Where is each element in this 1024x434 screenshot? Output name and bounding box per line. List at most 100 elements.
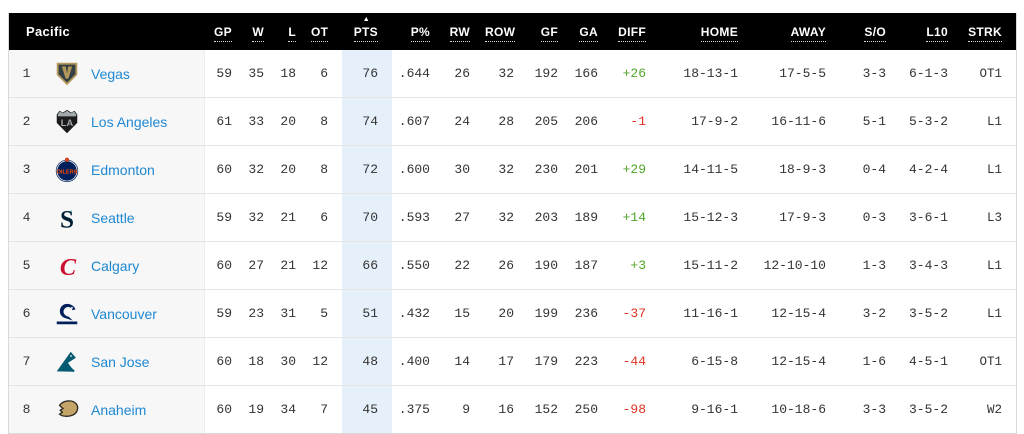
stat-row: 32 [484,193,528,242]
stat-pts: 72 [342,145,392,194]
team-logo-cell [43,50,89,98]
team-link[interactable]: San Jose [91,353,150,370]
column-header-rw[interactable]: RW [444,13,484,50]
stat-ot: 8 [310,97,342,146]
column-header-so[interactable]: S/O [840,13,900,50]
column-header-l10[interactable]: L10 [900,13,962,50]
team-link[interactable]: Vancouver [91,305,157,322]
stat-strk: L1 [962,145,1016,194]
team-name-cell: Vegas [89,50,205,98]
column-header-pts[interactable]: ▲ PTS [342,13,392,50]
column-header-gp[interactable]: GP [204,13,246,50]
stat-row: 28 [484,97,528,146]
stat-row: 16 [498,402,514,417]
team-link[interactable]: Seattle [91,209,135,226]
stat-l10: 4-5-1 [900,337,962,386]
svg-text:S: S [59,206,73,232]
stat-diff: -1 [612,97,660,146]
team-link[interactable]: Anaheim [91,401,147,418]
stat-home: 17-9-2 [660,97,752,146]
team-name-cell: Anaheim [89,385,205,433]
stat-w: 32 [246,193,278,242]
stat-diff: -98 [622,402,646,417]
stat-away: 10-18-6 [771,402,826,417]
stat-gf: 205 [528,97,572,146]
stat-strk: L3 [962,193,1016,242]
team-row-edmonton: 3 OILERS Edmonton 60 32 20 8 72 .600 30 … [9,145,1016,194]
stat-diff: -37 [612,289,660,338]
stat-diff: +14 [612,193,660,242]
team-row-seattle: 4 S Seattle 59 32 21 6 70 .593 27 32 203… [9,193,1016,242]
stat-l: 21 [278,193,310,242]
stat-gp: 60 [216,402,232,417]
team-logo-cell: S [43,193,89,242]
rank-cell: 2 [9,97,43,146]
stat-rw: 14 [444,337,484,386]
team-logo-cell: C [43,241,89,290]
stat-ga: 201 [572,145,612,194]
stat-ot: 12 [310,241,342,290]
stat-l: 20 [278,145,310,194]
stat-gp: 60 [204,241,246,290]
column-header-away[interactable]: AWAY [752,13,840,50]
column-header-row[interactable]: ROW [484,13,528,50]
stat-ppct: .600 [392,145,444,194]
column-header-ppct[interactable]: P% [392,13,444,50]
svg-text:C: C [59,253,76,279]
column-header-l[interactable]: L [278,13,310,50]
stat-so: 5-1 [840,97,900,146]
column-header-gf[interactable]: GF [528,13,572,50]
stat-gp: 59 [204,50,246,98]
stat-gp: 59 [204,193,246,242]
stat-row: 32 [484,50,528,98]
team-logo-cell: OILERS [43,145,89,194]
column-header-ga[interactable]: GA [572,13,612,50]
svg-text:LA: LA [60,118,73,128]
stat-row: 17 [484,337,528,386]
column-header-diff[interactable]: DIFF [612,13,660,50]
stat-pts: 45 [342,385,392,433]
stat-pts: 51 [342,289,392,338]
stat-row: 26 [484,241,528,290]
stat-home: 14-11-5 [660,145,752,194]
team-link[interactable]: Los Angeles [91,113,168,130]
stat-ot: 8 [310,145,342,194]
stat-away: 16-11-6 [752,97,840,146]
stat-ppct: .550 [392,241,444,290]
calgary-flames-logo: C [53,252,81,279]
stat-ga: 189 [572,193,612,242]
team-link[interactable]: Edmonton [91,161,155,178]
stat-ga: 223 [572,337,612,386]
stat-ga: 206 [572,97,612,146]
sort-ascending-icon: ▲ [362,16,370,23]
team-row-los-angeles: 2 LA Los Angeles 61 33 20 8 74 .607 24 2… [9,97,1016,146]
stat-ot: 12 [310,337,342,386]
column-header-w[interactable]: W [246,13,278,50]
stat-home: 11-16-1 [660,289,752,338]
stat-l10: 4-2-4 [900,145,962,194]
column-header-home[interactable]: HOME [660,13,752,50]
team-logo-cell [43,337,89,386]
stat-strk: L1 [962,289,1016,338]
stat-so: 0-4 [840,145,900,194]
stat-w: 33 [246,97,278,146]
column-header-strk[interactable]: STRK [962,13,1016,50]
stat-w: 23 [246,289,278,338]
stat-strk: OT1 [962,337,1016,386]
stat-gp: 61 [204,97,246,146]
stat-strk: OT1 [962,50,1016,98]
stat-rw: 26 [444,50,484,98]
column-header-ot[interactable]: OT [310,13,342,50]
stat-gf: 179 [528,337,572,386]
stat-rw: 30 [444,145,484,194]
stat-gf: 230 [528,145,572,194]
stat-gf: 152 [534,402,558,417]
seattle-kraken-logo: S [53,204,81,232]
stat-so: 3-3 [840,50,900,98]
stat-pts: 70 [342,193,392,242]
team-link[interactable]: Vegas [91,65,130,82]
edmonton-oilers-logo: OILERS [53,156,81,184]
team-link[interactable]: Calgary [91,257,140,274]
stat-rw: 22 [444,241,484,290]
stat-l10: 3-5-2 [908,402,948,417]
